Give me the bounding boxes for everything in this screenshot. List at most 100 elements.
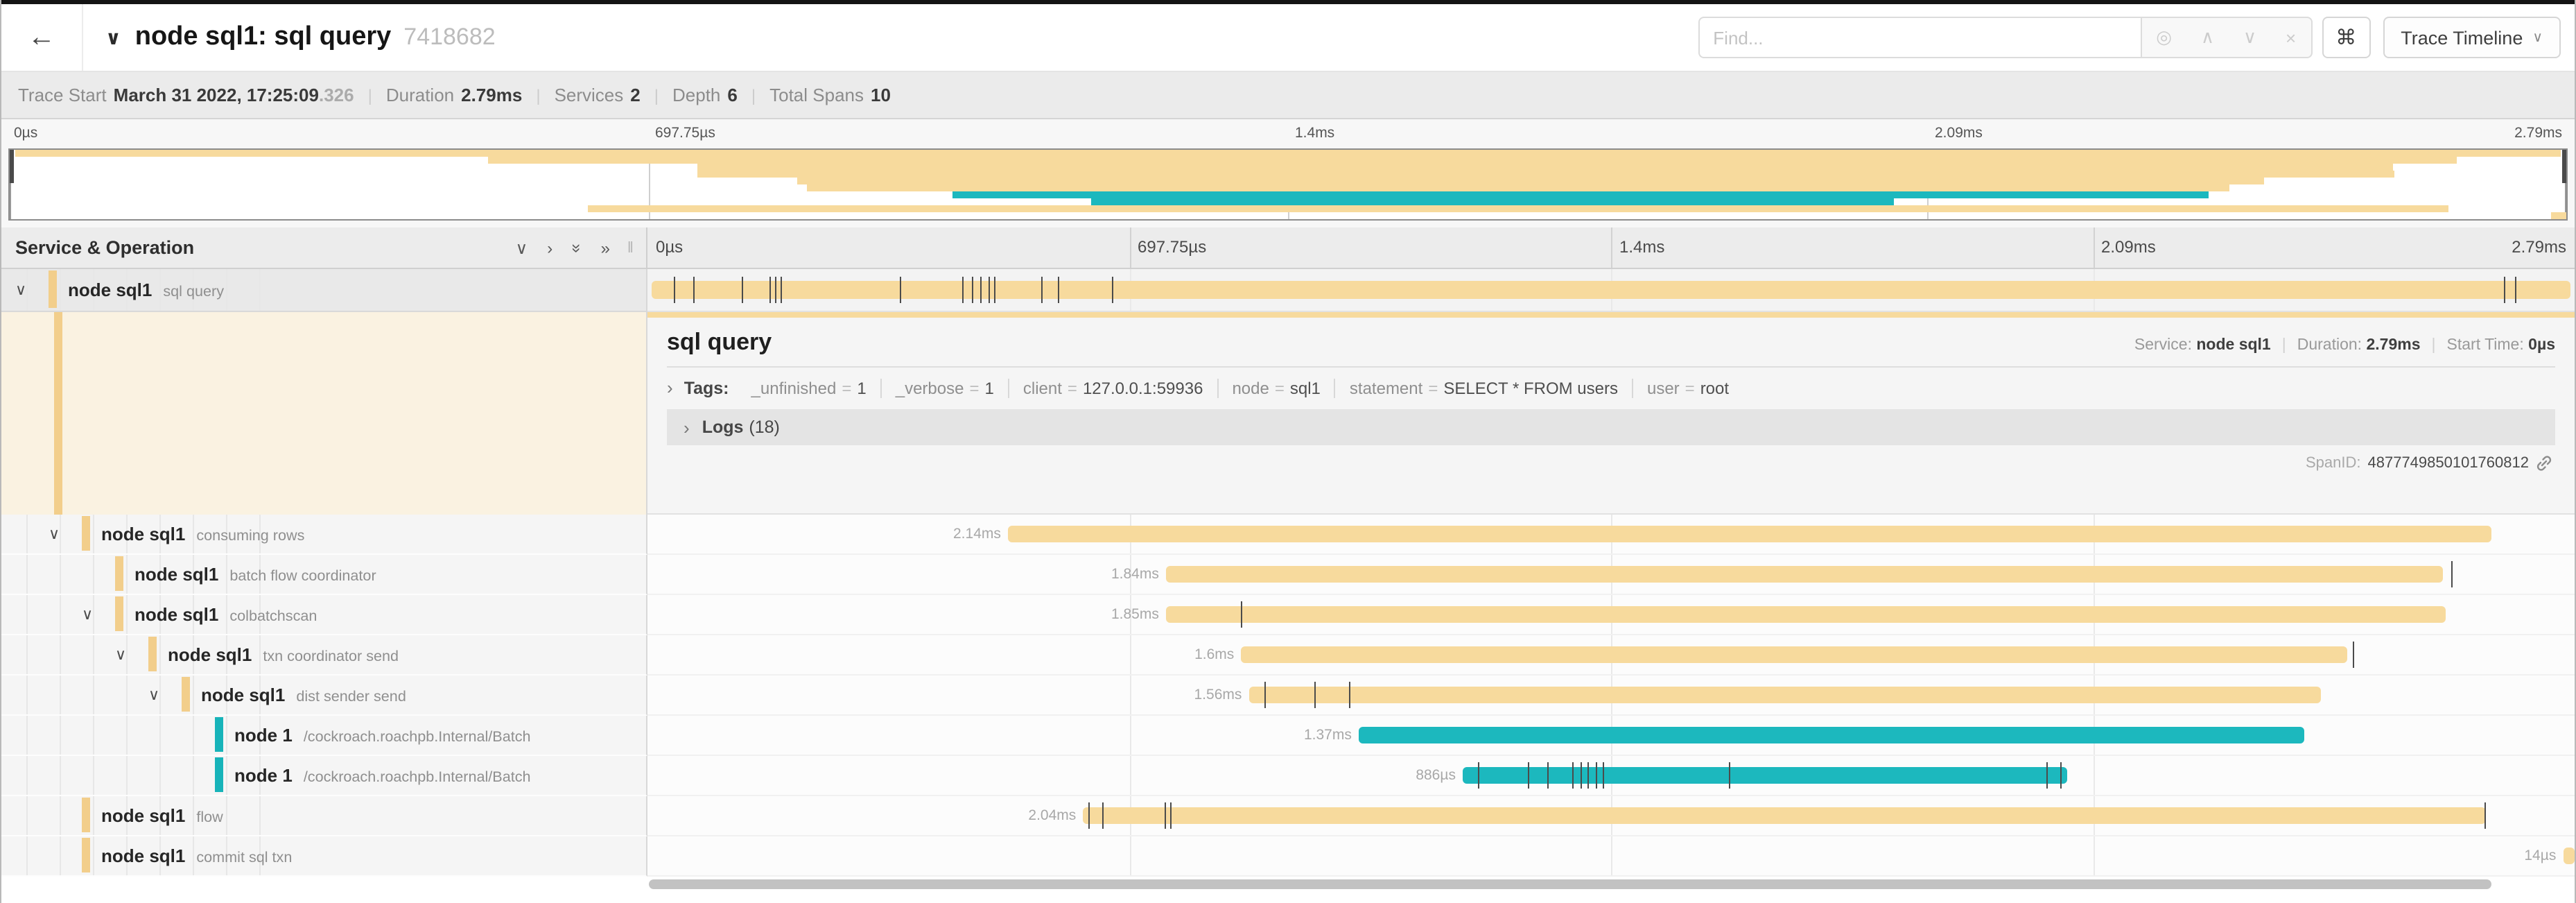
log-marker-tick xyxy=(774,277,776,303)
expand-one-icon[interactable]: › xyxy=(547,238,553,257)
span-row[interactable]: node 1/cockroach.roachpb.Internal/Batch 1… xyxy=(1,716,2575,756)
minimap-left-scrubber-handle[interactable] xyxy=(10,150,14,183)
row-chevron-icon[interactable]: ∨ xyxy=(49,526,60,543)
span-bar-cell[interactable]: 14µs xyxy=(647,836,2575,877)
chevron-down-icon: ∨ xyxy=(2532,30,2543,45)
minimap-span xyxy=(697,164,2393,171)
link-icon[interactable] xyxy=(2536,455,2552,472)
row-chevron-icon[interactable]: ∨ xyxy=(115,647,127,664)
span-bar[interactable] xyxy=(1083,807,2487,824)
tree-guide-line xyxy=(126,836,128,875)
span-tree-cell[interactable]: ∨ node sql1 txn coordinator send xyxy=(1,635,647,676)
span-row[interactable]: ∨ node sql1 colbatchscan 1.85ms xyxy=(1,595,2575,635)
span-bar[interactable] xyxy=(651,281,2571,299)
span-row[interactable]: ∨ node sql1 txn coordinator send 1.6ms xyxy=(1,635,2575,676)
log-marker-tick xyxy=(961,277,964,303)
prev-result-icon[interactable]: ∧ xyxy=(2200,26,2214,47)
next-result-icon[interactable]: ∨ xyxy=(2243,26,2257,47)
collapse-one-icon[interactable]: ∨ xyxy=(515,238,528,257)
span-bar[interactable] xyxy=(2563,848,2575,864)
span-bar-cell[interactable]: 1.84ms xyxy=(647,555,2575,595)
keyboard-shortcuts-button[interactable]: ⌘ xyxy=(2322,17,2371,58)
span-tree-cell[interactable]: node sql1 batch flow coordinator xyxy=(1,555,647,595)
span-tree-cell[interactable]: ∨ node sql1 dist sender send xyxy=(1,676,647,716)
log-marker-tick xyxy=(693,277,695,303)
tree-guide-line xyxy=(193,269,194,311)
logs-row[interactable]: › Logs (18) xyxy=(667,409,2555,445)
row-chevron-icon[interactable]: ∨ xyxy=(148,687,160,704)
log-marker-tick xyxy=(1169,802,1172,829)
log-marker-tick xyxy=(1102,802,1104,829)
span-bar[interactable] xyxy=(1007,526,2492,542)
tree-guide-line xyxy=(159,635,161,674)
span-bar[interactable] xyxy=(1165,606,2446,623)
horizontal-scrollbar[interactable] xyxy=(649,879,2491,889)
span-bar-cell[interactable] xyxy=(647,269,2575,312)
row-chevron-icon[interactable]: ∨ xyxy=(82,607,94,624)
span-bar[interactable] xyxy=(1248,687,2320,703)
tree-guide-line xyxy=(26,676,28,714)
operation-name: flow xyxy=(196,809,223,826)
span-tree-cell[interactable]: node sql1 commit sql txn xyxy=(1,836,647,877)
collapse-all-icon[interactable]: » xyxy=(566,243,586,252)
minimap-right-scrubber-handle[interactable] xyxy=(2562,150,2566,183)
span-bar-cell[interactable]: 2.04ms xyxy=(647,796,2575,836)
service-name: node sql1 xyxy=(134,564,219,585)
minimap-span xyxy=(807,184,2229,191)
span-bar-cell[interactable]: 886µs xyxy=(647,756,2575,796)
span-bar-cell[interactable]: 1.6ms xyxy=(647,635,2575,676)
span-row[interactable]: node sql1 flow 2.04ms xyxy=(1,796,2575,836)
log-marker-tick xyxy=(2503,277,2505,303)
operation-name: txn coordinator send xyxy=(263,648,399,665)
expand-all-icon[interactable]: » xyxy=(600,238,610,257)
tree-guide-line xyxy=(60,676,61,714)
clear-search-icon[interactable]: × xyxy=(2286,27,2297,48)
span-bar[interactable] xyxy=(1358,727,2305,743)
find-input[interactable] xyxy=(1698,17,2141,58)
span-row[interactable]: node sql1 batch flow coordinator 1.84ms xyxy=(1,555,2575,595)
span-row[interactable]: ∨ node sql1 sql query xyxy=(1,269,2575,312)
span-tree-cell[interactable]: node sql1 flow xyxy=(1,796,647,836)
tree-guide-line xyxy=(60,716,61,755)
span-bar-cell[interactable]: 2.14ms xyxy=(647,515,2575,555)
timeline-scroll-zone xyxy=(1,877,2575,893)
tree-guide-line xyxy=(259,756,261,795)
service-color-bar xyxy=(148,637,157,671)
span-bar-cell[interactable]: 1.85ms xyxy=(647,595,2575,635)
log-marker-tick xyxy=(2353,642,2355,668)
tree-guide-line xyxy=(26,836,28,875)
row-chevron-icon[interactable]: ∨ xyxy=(15,282,27,299)
minimap-canvas[interactable] xyxy=(8,148,2568,221)
span-tree-cell[interactable]: node 1/cockroach.roachpb.Internal/Batch xyxy=(1,756,647,796)
span-row[interactable]: ∨ node sql1 consuming rows 2.14ms xyxy=(1,515,2575,555)
span-bar[interactable] xyxy=(1462,767,2068,784)
span-duration-label: 14µs xyxy=(2524,848,2557,864)
span-bar[interactable] xyxy=(1165,566,2444,583)
span-tree-cell[interactable]: ∨ node sql1 sql query xyxy=(1,269,647,312)
tag-item: client = 127.0.0.1:59936 xyxy=(1007,378,1217,397)
span-bar[interactable] xyxy=(1241,646,2347,663)
span-row[interactable]: ∨ node sql1 dist sender send 1.56ms xyxy=(1,676,2575,716)
span-tree-cell[interactable]: ∨ node sql1 consuming rows xyxy=(1,515,647,555)
tree-guide-line xyxy=(26,756,28,795)
span-row[interactable]: node sql1 commit sql txn 14µs xyxy=(1,836,2575,877)
back-arrow-icon[interactable]: ← xyxy=(28,22,55,52)
tags-row[interactable]: › Tags: _unfinished = 1 _verbose = 1 client = 12… xyxy=(667,377,2555,398)
span-tree-cell[interactable]: ∨ node sql1 colbatchscan xyxy=(1,595,647,635)
summary-separator: | xyxy=(536,85,541,105)
summary-value: 2.79ms xyxy=(461,85,523,105)
column-resizer-grip[interactable]: ‖ xyxy=(627,239,635,256)
collapse-trace-chevron-icon[interactable]: ∨ xyxy=(105,26,121,48)
minimap-span xyxy=(15,150,2561,157)
log-marker-tick xyxy=(742,277,744,303)
span-row[interactable]: node 1/cockroach.roachpb.Internal/Batch 8… xyxy=(1,756,2575,796)
log-marker-tick xyxy=(780,277,782,303)
span-bar-cell[interactable]: 1.37ms xyxy=(647,716,2575,756)
tree-guide-line xyxy=(159,595,161,634)
span-tree-cell[interactable]: node 1/cockroach.roachpb.Internal/Batch xyxy=(1,716,647,756)
trace-view-selector[interactable]: Trace Timeline ∨ xyxy=(2383,17,2561,58)
locate-icon[interactable]: ◎ xyxy=(2156,26,2172,47)
axis-tick-label: 2.09ms xyxy=(1935,125,1983,141)
span-bar-cell[interactable]: 1.56ms xyxy=(647,676,2575,716)
span-detail-meta: Service: node sql1 | Duration: 2.79ms | Star… xyxy=(2134,337,2555,354)
